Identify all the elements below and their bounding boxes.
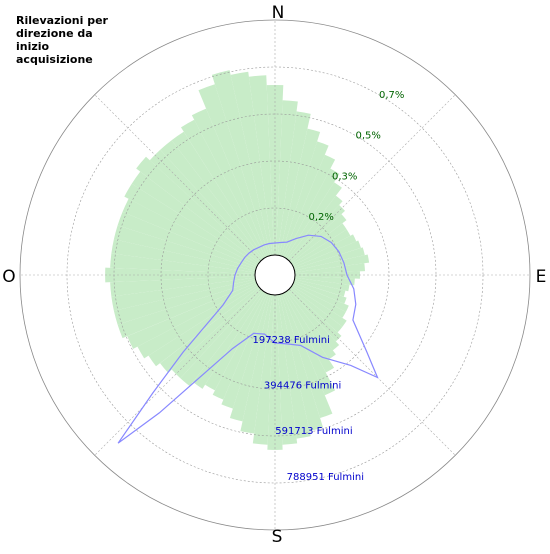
bar: [289, 214, 347, 263]
outer-circle: [19, 19, 531, 531]
bar: [294, 263, 366, 275]
bar: [117, 281, 257, 339]
direction-label: O: [2, 267, 15, 287]
bar: [294, 275, 355, 286]
bar: [275, 294, 298, 445]
bar: [275, 100, 298, 256]
bar: [290, 285, 347, 327]
spoke: [288, 288, 456, 456]
bar: [281, 293, 333, 419]
spoke: [288, 94, 456, 262]
bar: [137, 284, 259, 359]
bar: [277, 294, 311, 439]
r2-tick-label: 197238 Fulmini: [253, 335, 330, 346]
bar: [191, 108, 268, 258]
bar: [287, 289, 340, 351]
bar: [294, 254, 370, 273]
bar: [205, 291, 266, 391]
bar: [180, 289, 263, 387]
bar: [124, 183, 259, 266]
bar: [293, 240, 361, 269]
spoke: [94, 94, 262, 262]
bar: [285, 290, 336, 360]
bar: [290, 223, 347, 265]
bar: [293, 281, 347, 304]
bar: [284, 291, 335, 373]
bar: [288, 205, 345, 262]
bar: [229, 294, 271, 422]
bar: [127, 282, 258, 349]
bar: [221, 293, 269, 409]
bar: [291, 229, 351, 266]
bar: [122, 198, 258, 268]
bar: [211, 70, 271, 256]
line: [117, 234, 379, 444]
bar: [105, 267, 256, 283]
chart-title: Rilevazioni per direzione da inizio acqu…: [16, 14, 108, 66]
bar: [289, 287, 343, 333]
bar: [148, 285, 260, 367]
bar: [287, 195, 343, 261]
bar: [192, 290, 265, 389]
bar: [279, 128, 321, 256]
bar: [248, 75, 275, 256]
bar: [110, 253, 256, 275]
bar: [282, 292, 336, 396]
bar: [117, 211, 257, 269]
direction-label: E: [536, 267, 547, 287]
r2-tick-label: 394476 Fulmini: [264, 381, 341, 392]
bar: [160, 287, 261, 373]
bar: [292, 234, 357, 268]
r2-tick-label: 591713 Fulmini: [275, 426, 352, 437]
bar: [171, 131, 265, 260]
r-tick-label: 0,5%: [356, 131, 381, 142]
bar: [294, 247, 365, 271]
bar: [282, 154, 336, 258]
bar: [294, 277, 350, 292]
bar: [160, 140, 263, 261]
bar: [110, 275, 256, 297]
bar: [281, 141, 329, 257]
direction-label: S: [272, 527, 283, 547]
direction-label: N: [272, 3, 285, 23]
bar: [136, 156, 261, 263]
bar: [252, 294, 275, 445]
spoke: [94, 288, 262, 456]
r-tick-label: 0,7%: [379, 90, 404, 101]
bar: [111, 277, 256, 311]
bar: [277, 111, 311, 256]
bar: [113, 279, 256, 325]
bar: [131, 171, 260, 265]
bar: [292, 282, 349, 312]
bar: [111, 239, 256, 273]
bar: [198, 84, 269, 257]
grid-circle: [207, 207, 343, 343]
bar: [180, 119, 266, 259]
bar: [240, 294, 273, 434]
r2-tick-label: 788951 Fulmini: [287, 472, 364, 483]
r-tick-label: 0,2%: [309, 212, 334, 223]
bar: [113, 225, 256, 271]
bar: [212, 292, 268, 400]
r-tick-label: 0,3%: [332, 171, 357, 182]
bar: [279, 294, 324, 432]
bar: [284, 168, 340, 259]
bar: [294, 279, 346, 297]
center-hole: [254, 254, 296, 296]
